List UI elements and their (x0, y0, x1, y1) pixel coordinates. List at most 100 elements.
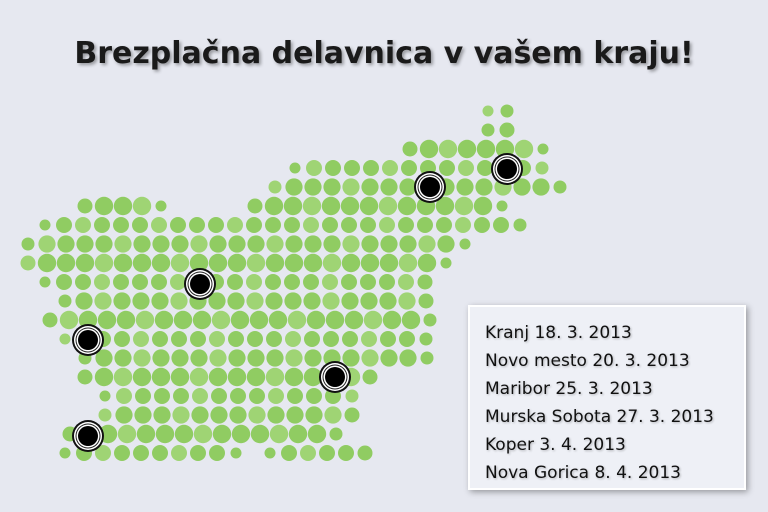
map-dot (95, 235, 113, 253)
event: Maribor 25. 3. 2013 (485, 379, 653, 399)
map-dot (361, 349, 379, 367)
map-dot (113, 274, 129, 290)
map-dot (439, 160, 455, 176)
map-dot (284, 292, 302, 310)
map-dot (287, 388, 303, 404)
map-dot (116, 310, 136, 330)
map-dot (323, 235, 341, 253)
map-dot (340, 196, 360, 216)
map-dot (302, 196, 322, 216)
map-dot (132, 253, 152, 273)
map-dot (285, 349, 303, 367)
map-dot (95, 445, 111, 461)
map-dot (135, 310, 155, 330)
map-dot (37, 253, 57, 273)
map-dot (151, 217, 167, 233)
map-dot (133, 445, 149, 461)
map-dot (113, 367, 133, 387)
map-dot (228, 235, 246, 253)
map-dot (401, 310, 421, 330)
map-dot (341, 253, 361, 273)
map-dot (209, 349, 227, 367)
map-dot (246, 253, 266, 273)
map-dot (114, 445, 130, 461)
map-dot (75, 274, 91, 290)
map-dot (363, 160, 379, 176)
map-dot (170, 367, 190, 387)
map-dot (268, 180, 282, 194)
map-dot (247, 331, 263, 347)
map-dot (266, 235, 284, 253)
event: Nova Gorica 8. 4. 2013 (485, 463, 681, 483)
map-dot (94, 253, 114, 273)
map-dot (189, 367, 209, 387)
map-dot (268, 310, 288, 330)
map-dot (227, 217, 243, 233)
map-dot (190, 445, 206, 461)
map-dot (151, 274, 167, 290)
map-dot (342, 235, 360, 253)
map-dot (151, 253, 171, 273)
map-dot (306, 388, 322, 404)
map-dot (116, 388, 132, 404)
map-dot (228, 331, 244, 347)
map-dot (380, 235, 398, 253)
map-dot (230, 310, 250, 330)
map-dot (417, 217, 433, 233)
map-dot (325, 160, 341, 176)
event: Murska Sobota 27. 3. 2013 (485, 407, 714, 427)
map-dot (227, 367, 247, 387)
map-dot (247, 349, 265, 367)
map-dot (39, 219, 51, 231)
map-dot (380, 349, 398, 367)
map-dot (94, 274, 110, 290)
map-dot (247, 235, 265, 253)
map-dot (75, 292, 93, 310)
map-dot (59, 447, 71, 459)
map-dot (459, 238, 471, 250)
map-dot (500, 104, 514, 118)
map-dot (211, 388, 227, 404)
map-dot (212, 424, 232, 444)
map-dot (284, 217, 300, 233)
map-dot (266, 331, 282, 347)
map-dot (341, 274, 357, 290)
map-dot (56, 274, 72, 290)
map-dot (473, 196, 493, 216)
map-dot (132, 292, 150, 310)
map-dot (324, 406, 342, 424)
map-dot (304, 349, 322, 367)
map-dot (300, 445, 316, 461)
map-dot (94, 367, 114, 387)
map-dot (399, 331, 415, 347)
map-dot (265, 274, 281, 290)
map-dot (77, 369, 93, 385)
map-dot (247, 198, 263, 214)
map-dot (155, 424, 175, 444)
map-dot (285, 235, 303, 253)
map-dot (360, 274, 376, 290)
marker-core (497, 159, 517, 179)
map-dot (59, 310, 79, 330)
map-dot (399, 349, 417, 367)
map-dot (210, 406, 228, 424)
map-dot (264, 196, 284, 216)
map-dot (133, 331, 149, 347)
map-dot (208, 217, 224, 233)
map-dot (342, 178, 360, 196)
map-dot (250, 424, 270, 444)
map-dot (532, 178, 550, 196)
map-dot (170, 217, 186, 233)
map-dot (20, 255, 36, 271)
map-dot (134, 406, 152, 424)
map-dot (152, 235, 170, 253)
map-dot (319, 445, 335, 461)
map-dot (303, 274, 319, 290)
marker-core (420, 177, 440, 197)
map-dot (231, 424, 251, 444)
map-dot (171, 235, 189, 253)
map-dot (341, 292, 359, 310)
map-dot (113, 253, 133, 273)
marker-core (190, 274, 210, 294)
